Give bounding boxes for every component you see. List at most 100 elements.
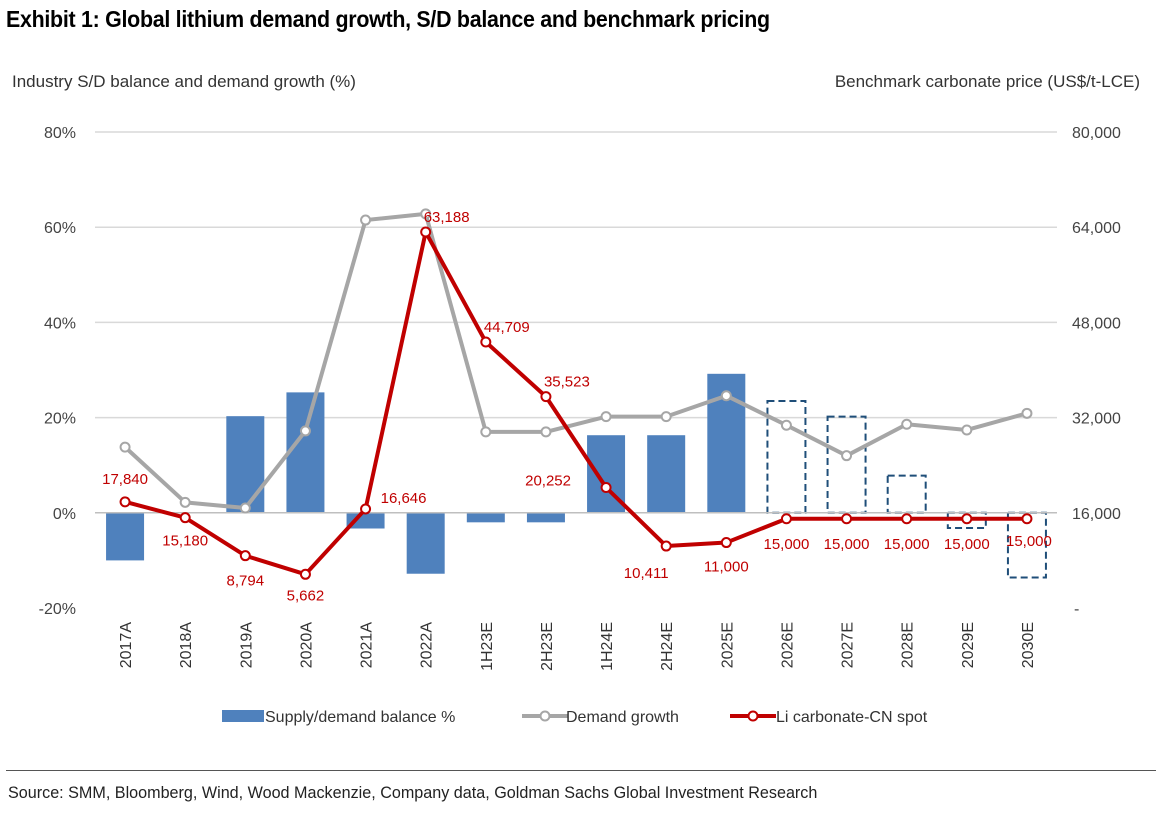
- price-point: [480, 336, 492, 348]
- demand-growth-point: [480, 426, 492, 438]
- price-point: [540, 391, 552, 403]
- price-data-label: 8,794: [227, 573, 265, 590]
- balance-bar: [647, 435, 686, 513]
- demand-growth-point: [901, 418, 913, 430]
- price-data-label: 10,411: [624, 565, 669, 582]
- chart-title: Exhibit 1: Global lithium demand growth,…: [6, 6, 770, 32]
- price-data-label: 15,000: [944, 536, 990, 553]
- price-data-label: 44,709: [484, 319, 530, 336]
- price-point: [720, 537, 732, 549]
- legend-marker-demand: [539, 710, 551, 722]
- balance-bar: [286, 392, 325, 513]
- category-label: 2H23E: [539, 622, 556, 671]
- left-tick-label: 80%: [44, 125, 76, 142]
- demand-growth-point: [360, 214, 372, 226]
- demand-growth-point: [420, 208, 432, 220]
- demand-growth-point: [780, 419, 792, 431]
- right-tick-label: 32,000: [1072, 411, 1121, 428]
- category-label: 1H24E: [599, 622, 616, 671]
- category-label: 2018A: [178, 622, 195, 669]
- demand-growth-point: [119, 441, 131, 453]
- legend-label-price: Li carbonate-CN spot: [776, 709, 928, 726]
- demand-growth-point: [179, 496, 191, 508]
- balance-bar: [106, 512, 145, 561]
- balance-bar: [466, 512, 505, 523]
- price-data-label: 15,000: [824, 536, 870, 553]
- demand-growth-point: [720, 390, 732, 402]
- price-data-label: 17,840: [102, 471, 148, 488]
- price-data-label: 63,188: [424, 209, 470, 226]
- price-point: [119, 496, 131, 508]
- category-label: 2020A: [298, 622, 315, 669]
- left-tick-label: 40%: [44, 315, 76, 332]
- legend-label-balance: Supply/demand balance %: [265, 709, 455, 726]
- left-tick-label: 60%: [44, 220, 76, 237]
- demand-growth-point: [299, 425, 311, 437]
- right-tick-label: -: [1074, 601, 1079, 618]
- source-divider: [6, 770, 1156, 771]
- right-tick-label: 48,000: [1072, 315, 1121, 332]
- price-point: [660, 540, 672, 552]
- demand-growth-point: [961, 424, 973, 436]
- price-point: [901, 513, 913, 525]
- price-point: [1021, 513, 1033, 525]
- price-point: [780, 513, 792, 525]
- price-point: [841, 513, 853, 525]
- source-note: Source: SMM, Bloomberg, Wind, Wood Macke…: [8, 783, 818, 802]
- demand-growth-point: [660, 411, 672, 423]
- category-label: 2022A: [419, 622, 436, 669]
- demand-growth-point: [841, 450, 853, 462]
- category-label: 1H23E: [479, 622, 496, 671]
- demand-growth-point: [1021, 407, 1033, 419]
- demand-growth-point: [600, 411, 612, 423]
- price-data-label: 11,000: [704, 559, 749, 576]
- balance-bar: [406, 512, 445, 574]
- price-data-label: 5,662: [287, 587, 325, 604]
- category-label: 2021A: [359, 622, 376, 669]
- left-tick-label: 0%: [53, 506, 76, 523]
- legend-marker-price: [747, 710, 759, 722]
- right-tick-label: 16,000: [1072, 506, 1121, 523]
- price-point: [360, 503, 372, 515]
- balance-bar: [226, 416, 265, 513]
- left-tick-label: 20%: [44, 411, 76, 428]
- price-data-label: 20,252: [525, 473, 571, 490]
- category-label: 2017A: [118, 622, 135, 669]
- right-tick-label: 80,000: [1072, 125, 1121, 142]
- price-point: [299, 568, 311, 580]
- forecast-balance-bar: [826, 415, 867, 514]
- price-line: [124, 230, 1027, 577]
- category-label: 2029E: [960, 622, 977, 668]
- category-label: 2028E: [900, 622, 917, 668]
- price-point: [179, 512, 191, 524]
- legend-label-demand: Demand growth: [566, 709, 679, 726]
- price-data-label: 15,000: [884, 536, 930, 553]
- price-data-label: 16,646: [381, 490, 427, 507]
- balance-bar: [526, 512, 565, 523]
- price-data-label: 15,000: [1006, 533, 1052, 550]
- category-label: 2030E: [1020, 622, 1037, 668]
- left-tick-label: -20%: [39, 601, 76, 618]
- price-data-label: 35,523: [544, 374, 590, 391]
- forecast-balance-bar: [886, 474, 927, 514]
- category-label: 2025E: [719, 622, 736, 668]
- price-point: [420, 226, 432, 238]
- forecast-balance-bar: [1006, 511, 1047, 579]
- left-axis-title: Industry S/D balance and demand growth (…: [12, 72, 356, 91]
- price-point: [600, 482, 612, 494]
- category-label: 2H24E: [659, 622, 676, 671]
- price-data-label: 15,180: [162, 533, 208, 550]
- demand-growth-point: [540, 426, 552, 438]
- category-label: 2027E: [840, 622, 857, 668]
- category-label: 2026E: [779, 622, 796, 668]
- price-point: [239, 550, 251, 562]
- category-label: 2019A: [238, 622, 255, 669]
- price-point: [961, 513, 973, 525]
- legend-swatch-balance: [222, 710, 264, 722]
- demand-growth-line: [123, 211, 1028, 511]
- right-axis-title: Benchmark carbonate price (US$/t-LCE): [834, 72, 1140, 91]
- right-tick-label: 64,000: [1072, 220, 1121, 237]
- demand-growth-point: [239, 502, 251, 514]
- price-data-label: 15,000: [763, 536, 809, 553]
